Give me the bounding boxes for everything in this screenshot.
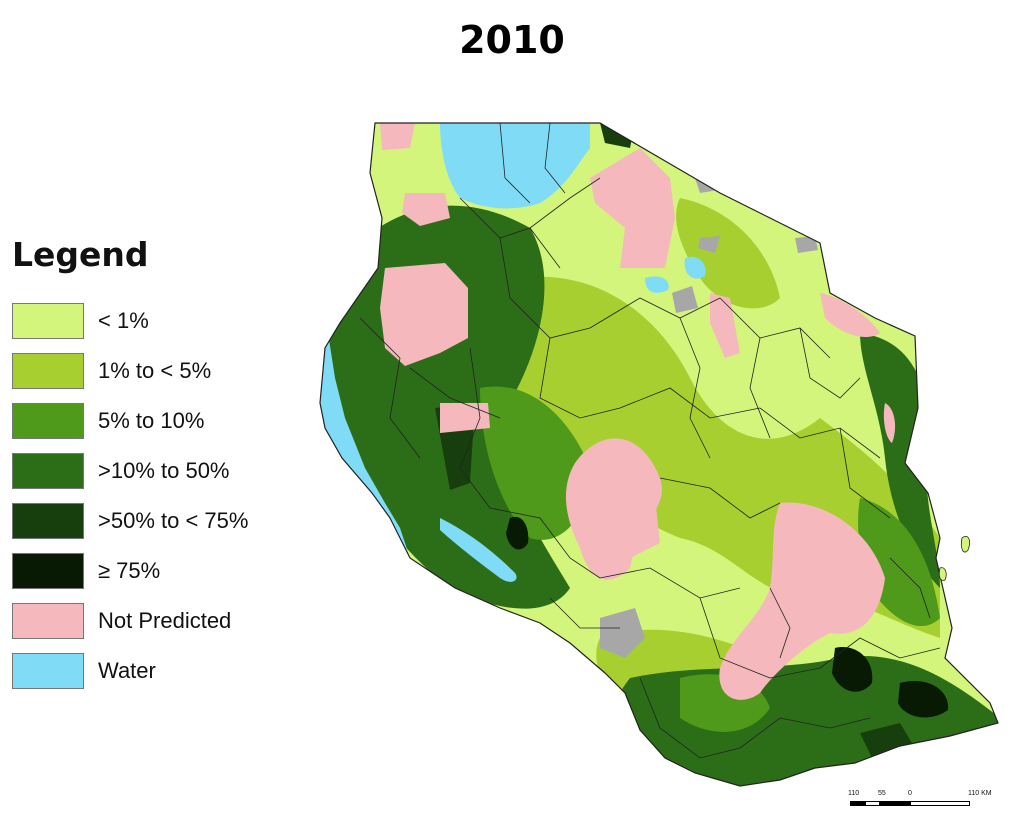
scale-label: 110	[848, 790, 860, 797]
map-title: 2010	[459, 18, 565, 62]
not-predicted-nw-b	[402, 193, 450, 226]
scale-label: 110 KM	[968, 790, 992, 797]
zone-50-75-b	[860, 723, 912, 758]
not-predicted-west	[380, 263, 468, 366]
no-data-a	[795, 236, 818, 253]
scale-segment	[865, 801, 880, 806]
scale-segment	[880, 801, 910, 806]
not-predicted-ne	[820, 293, 880, 338]
legend-label: Not Predicted	[98, 608, 232, 633]
water-lake-small-b	[684, 256, 706, 279]
scale-segment	[850, 801, 865, 806]
legend-swatch	[12, 603, 84, 639]
district-boundaries	[359, 123, 941, 759]
legend-label: Water	[98, 658, 156, 683]
island-zanzibar	[938, 567, 947, 581]
legend-title: Legend	[12, 235, 149, 274]
legend-item: 5% to 10%	[12, 396, 312, 446]
no-data-d	[600, 608, 645, 658]
island-pemba	[960, 535, 970, 553]
legend-swatch	[12, 453, 84, 489]
legend-item: ≥ 75%	[12, 546, 312, 596]
not-predicted-north	[590, 148, 675, 268]
zone-5-10-west	[480, 386, 590, 540]
not-predicted-coast	[883, 403, 896, 443]
legend-label: >10% to 50%	[98, 458, 230, 483]
zone-1-5c	[676, 198, 780, 309]
not-predicted-nw-a	[380, 123, 415, 150]
scale-label: 55	[878, 790, 886, 797]
legend-swatch	[12, 653, 84, 689]
legend-item: Water	[12, 646, 312, 696]
scale-segment	[910, 801, 970, 806]
scale-bar: 110 55 0 110 KM	[846, 790, 996, 820]
zone-ge75-b	[898, 681, 949, 718]
legend-swatch	[12, 503, 84, 539]
legend-swatch	[12, 553, 84, 589]
no-data-c	[698, 236, 720, 253]
not-predicted-se	[719, 502, 885, 700]
legend-swatch	[12, 353, 84, 389]
legend-item: Not Predicted	[12, 596, 312, 646]
legend-item: < 1%	[12, 296, 312, 346]
legend-item: 1% to < 5%	[12, 346, 312, 396]
zone-ge75-a	[832, 647, 873, 692]
legend-label: 5% to 10%	[98, 408, 205, 433]
water-lake-rukwa	[440, 518, 517, 582]
legend-swatch	[12, 403, 84, 439]
legend-item: >50% to < 75%	[12, 496, 312, 546]
legend-swatch	[12, 303, 84, 339]
zone-ge75-c	[506, 516, 529, 550]
legend: < 1% 1% to < 5% 5% to 10% >10% to 50% >5…	[12, 296, 312, 696]
legend-label: ≥ 75%	[98, 558, 161, 583]
no-data-e	[672, 286, 698, 313]
legend-label: >50% to < 75%	[98, 508, 249, 533]
scale-label: 0	[908, 790, 912, 797]
not-predicted-center-b	[610, 498, 660, 558]
tanzania-map	[319, 122, 999, 787]
not-predicted-ne-b	[710, 293, 740, 358]
water-lake-victoria	[440, 123, 590, 209]
legend-label: 1% to < 5%	[98, 358, 212, 383]
water-lake-small-a	[645, 276, 669, 293]
legend-item: >10% to 50%	[12, 446, 312, 496]
not-predicted-west-b	[440, 403, 490, 433]
legend-label: < 1%	[98, 308, 149, 333]
